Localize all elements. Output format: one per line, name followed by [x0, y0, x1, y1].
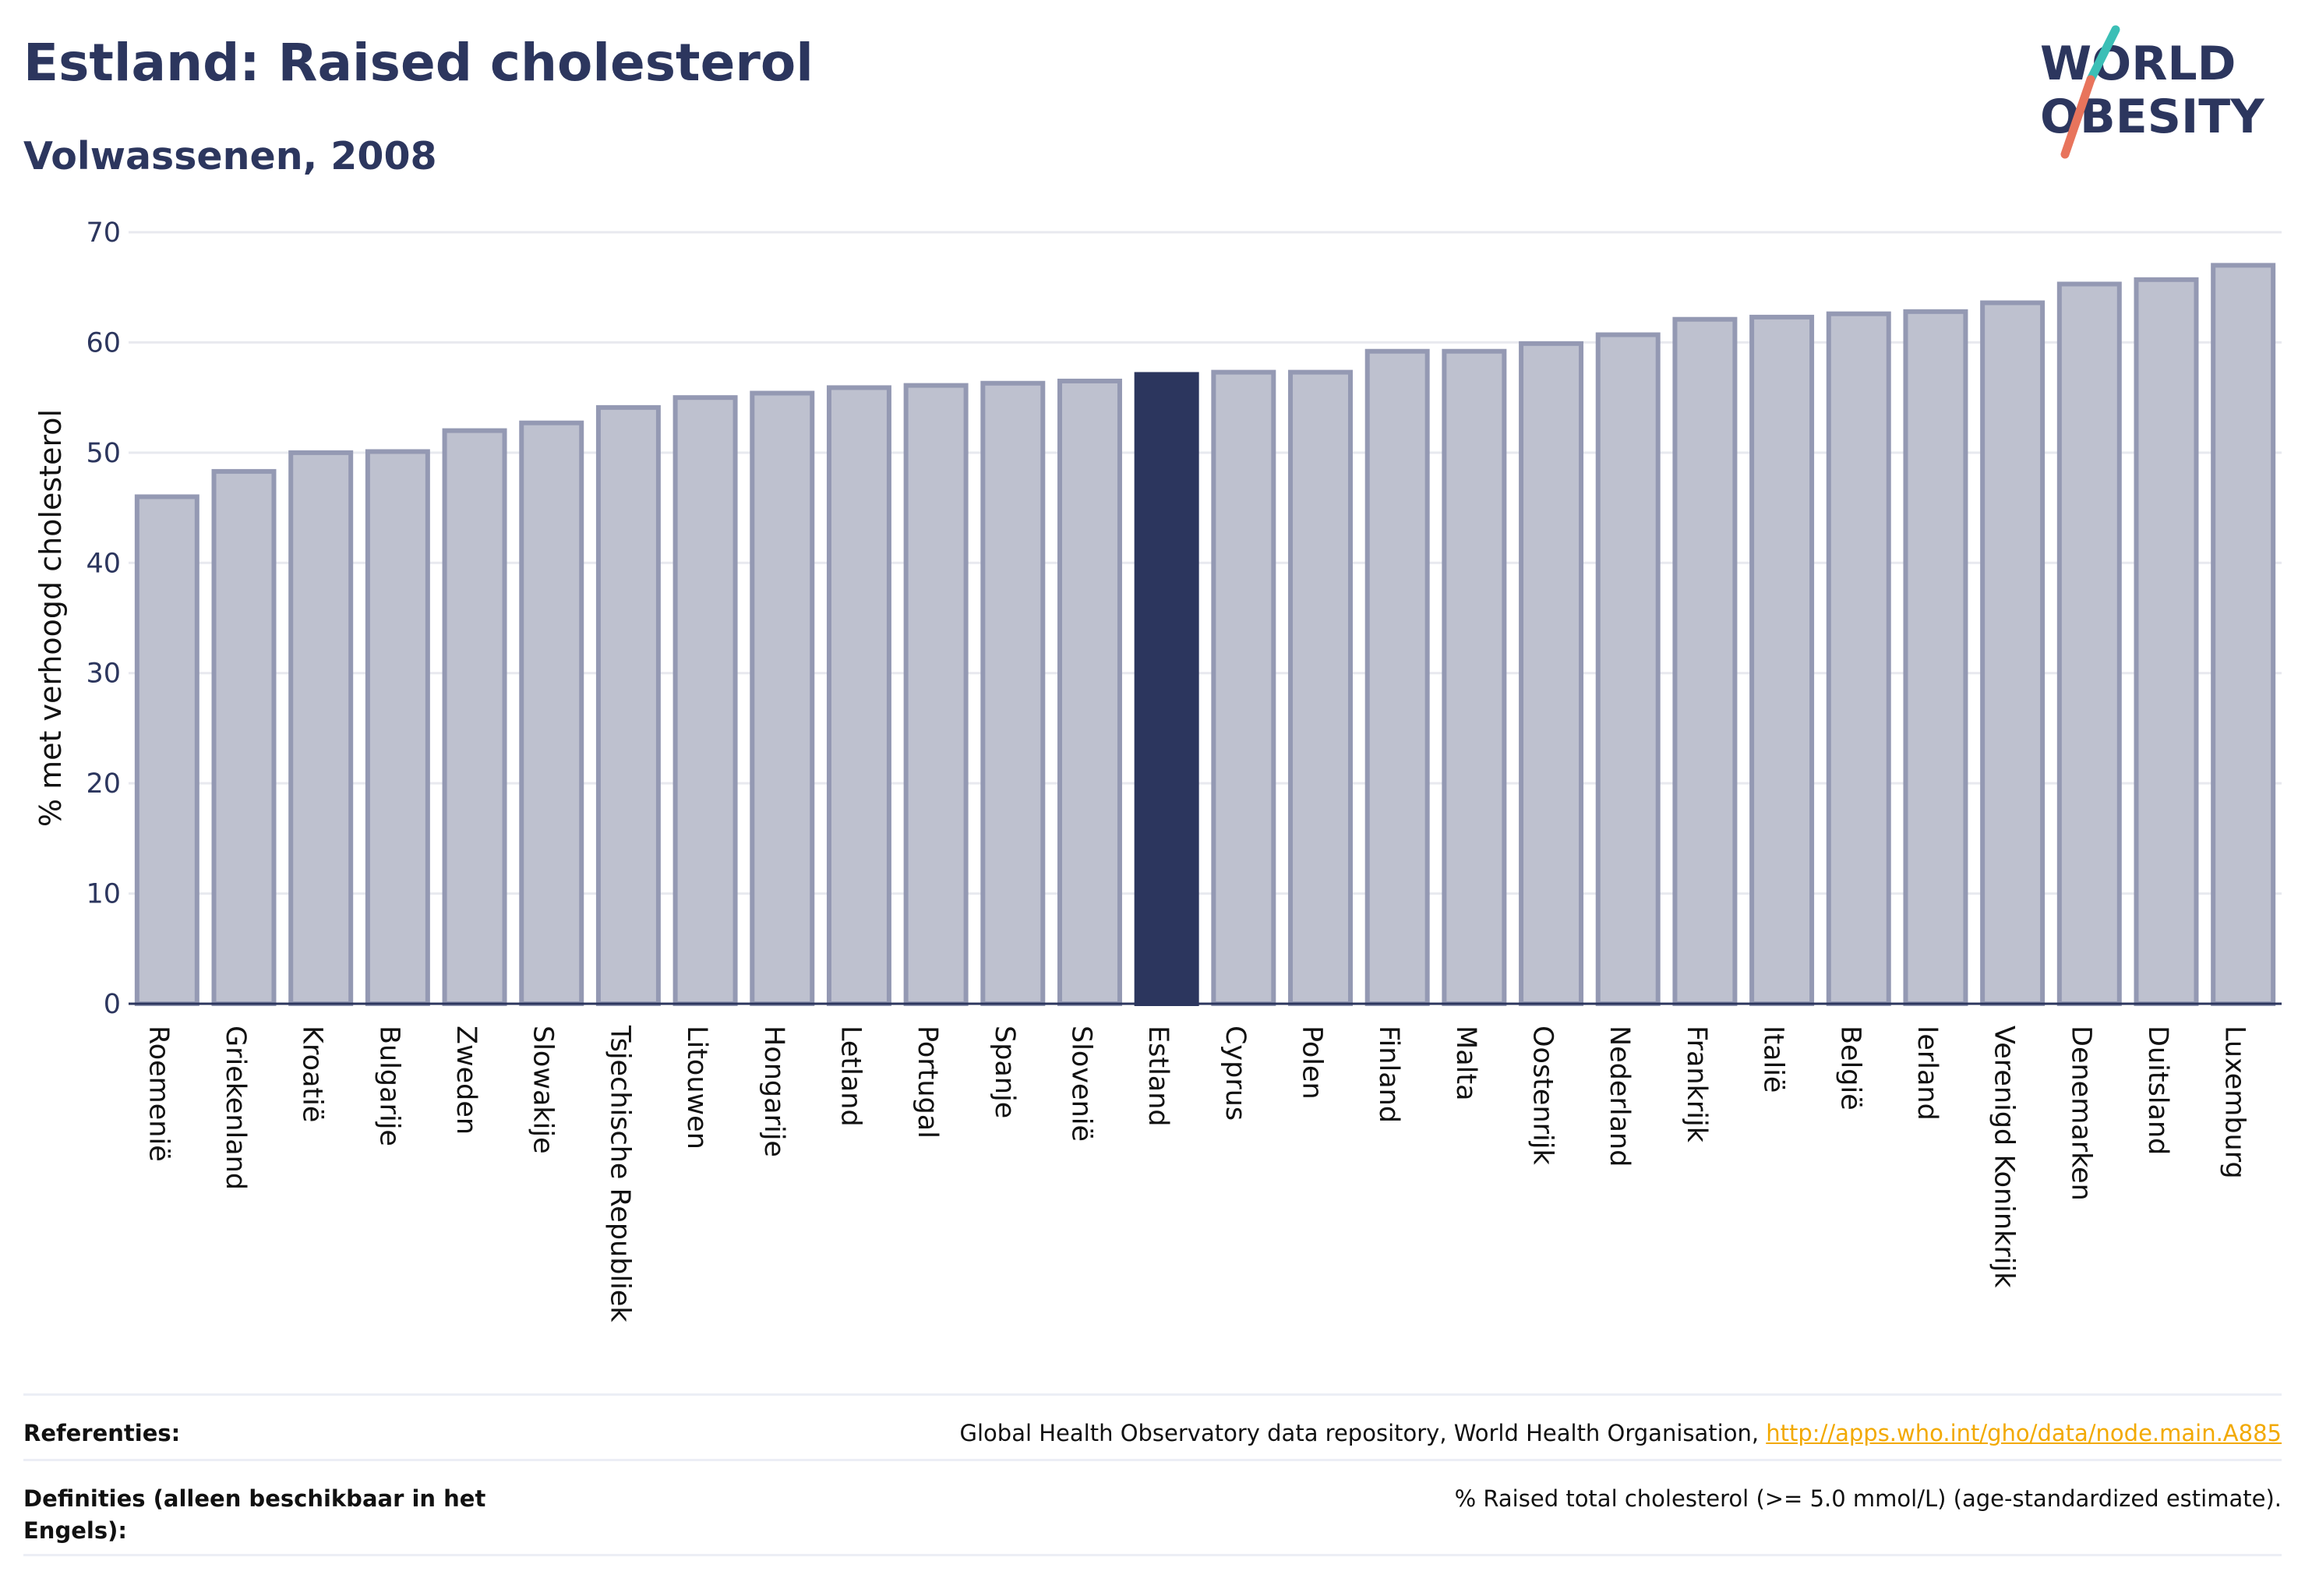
logo-line1: WORLD [2040, 37, 2236, 91]
y-tick-label: 50 [86, 438, 121, 469]
y-tick-label: 70 [86, 217, 121, 249]
references-value: Global Health Observatory data repositor… [960, 1418, 2282, 1449]
bar-zweden [442, 428, 507, 1006]
references-link[interactable]: http://apps.who.int/gho/data/node.main.A… [1766, 1420, 2282, 1446]
x-tick-label: Portugal [912, 1026, 943, 1139]
x-tick-label: Italië [1758, 1026, 1789, 1093]
x-tick-labels: Roemenië Griekenland Kroatië Bulgarije Zwede… [143, 1025, 2250, 1322]
x-tick-label: België [1834, 1026, 1866, 1110]
x-tick-label: Griekenland [220, 1026, 251, 1190]
bar-chart: 0 10 20 30 40 50 60 70 Roemenië Griekenland Kroat… [34, 217, 2282, 1322]
x-tick-label: Malta [1450, 1026, 1481, 1101]
x-tick-label: Estland [1142, 1026, 1174, 1127]
definitions-row: Definities (alleen beschikbaar in het En… [23, 1459, 2282, 1556]
bar-cyprus [1211, 369, 1276, 1007]
x-tick-label: Frankrijk [1681, 1026, 1712, 1143]
references-text: Global Health Observatory data repositor… [959, 1420, 1767, 1446]
x-tick-label: Cyprus [1220, 1026, 1251, 1121]
bar-oostenrijk [1519, 341, 1584, 1007]
x-tick-label: Slowakije [528, 1026, 559, 1154]
bar-tsjechische-republiek [595, 404, 661, 1006]
bar-finland [1364, 348, 1430, 1006]
bar-slovenië [1057, 378, 1122, 1006]
chart-title: Estland: Raised cholesterol [23, 33, 814, 93]
y-axis-label: % met verhoogd cholesterol [34, 409, 68, 827]
references-label: Referenties: [23, 1420, 181, 1446]
x-tick-label: Zweden [450, 1026, 482, 1135]
bar-estland [1134, 372, 1199, 1006]
x-tick-label: Nederland [1604, 1026, 1635, 1167]
x-tick-label: Duitsland [2142, 1026, 2173, 1155]
bar-italië [1749, 314, 1815, 1006]
y-tick-label: 40 [86, 548, 121, 579]
bar-portugal [903, 383, 969, 1007]
bar-malta [1442, 348, 1507, 1006]
bar-kroatië [288, 450, 354, 1006]
y-tick-label: 10 [86, 879, 121, 910]
references-row: Referenties: Global Health Observatory d… [23, 1393, 2282, 1459]
logo-slash-bottom [2060, 75, 2095, 159]
bar-luxemburg [2211, 263, 2276, 1006]
logo-slash-top [2086, 25, 2120, 84]
bar-roemenië [134, 494, 199, 1006]
y-tick-label: 0 [104, 989, 121, 1020]
x-tick-label: Polen [1297, 1026, 1328, 1100]
x-tick-label: Verenigd Koninkrijk [1989, 1026, 2020, 1288]
y-tick-labels: 0 10 20 30 40 50 60 70 [86, 217, 121, 1020]
bar-spanje [980, 380, 1046, 1006]
x-tick-label: Roemenië [143, 1026, 174, 1162]
x-tick-label: Luxemburg [2219, 1026, 2250, 1179]
bar-ierland [1903, 309, 1968, 1007]
bar-nederland [1595, 332, 1661, 1006]
bar-polen [1288, 369, 1354, 1007]
x-tick-label: Tsjechische Republiek [604, 1025, 635, 1322]
footer: Referenties: Global Health Observatory d… [23, 1393, 2282, 1556]
x-tick-label: Letland [835, 1026, 866, 1127]
x-tick-label: Kroatië [297, 1026, 328, 1122]
bar-letland [826, 385, 891, 1006]
bar-slowakije [519, 420, 584, 1006]
x-tick-label: Denemarken [2065, 1026, 2096, 1201]
y-tick-label: 30 [86, 659, 121, 690]
bar-litouwen [672, 395, 738, 1006]
bar-frankrijk [1672, 316, 1738, 1006]
x-tick-label: Slovenië [1065, 1026, 1096, 1142]
x-tick-label: Oostenrijk [1527, 1026, 1558, 1165]
x-tick-label: Hongarije [758, 1026, 789, 1157]
bar-duitsland [2134, 277, 2199, 1007]
x-tick-label: Bulgarije [373, 1026, 404, 1146]
y-tick-label: 60 [86, 327, 121, 358]
chart-subtitle: Volwassenen, 2008 [23, 134, 437, 178]
x-tick-label: Ierland [1911, 1026, 1943, 1121]
bar-hongarije [750, 390, 815, 1006]
bar-griekenland [211, 468, 277, 1006]
x-tick-label: Finland [1373, 1026, 1404, 1123]
bar-bulgarije [365, 449, 430, 1006]
y-tick-label: 20 [86, 768, 121, 800]
x-tick-label: Litouwen [681, 1026, 712, 1149]
bar-denemarken [2056, 281, 2122, 1006]
definitions-text: % Raised total cholesterol (>= 5.0 mmol/… [1454, 1485, 2282, 1512]
world-obesity-logo: WORLD OBESITY [2040, 25, 2265, 159]
x-tick-label: Spanje [989, 1026, 1020, 1118]
bar-verenigd-koninkrijk [1980, 300, 2046, 1006]
definitions-label: Definities (alleen beschikbaar in het En… [23, 1485, 486, 1544]
bar-belgië [1826, 311, 1891, 1006]
